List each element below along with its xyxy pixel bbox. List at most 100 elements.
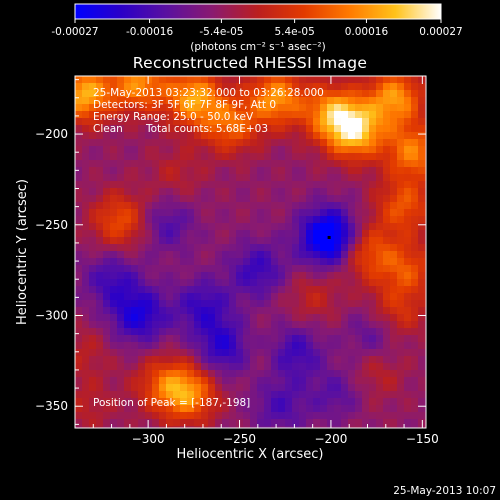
heatmap-cell	[194, 251, 202, 259]
heatmap-cell	[320, 321, 328, 329]
heatmap-cell	[285, 286, 293, 294]
heatmap-cell	[278, 384, 286, 392]
heatmap-cell	[145, 405, 153, 413]
heatmap-cell	[103, 188, 111, 196]
heatmap-cell	[103, 111, 111, 119]
heatmap-cell	[75, 181, 83, 189]
heatmap-cell	[201, 230, 209, 238]
heatmap-cell	[194, 167, 202, 175]
heatmap-cell	[229, 146, 237, 154]
heatmap-cell	[82, 146, 90, 154]
heatmap-cell	[250, 90, 258, 98]
heatmap-cell	[215, 132, 223, 140]
heatmap-cell	[278, 237, 286, 245]
heatmap-cell	[369, 342, 377, 350]
heatmap-cell	[180, 426, 188, 428]
heatmap-cell	[96, 426, 104, 428]
heatmap-cell	[173, 237, 181, 245]
heatmap-cell	[341, 307, 349, 315]
heatmap-cell	[96, 328, 104, 336]
heatmap-cell	[96, 104, 104, 112]
heatmap-cell	[201, 328, 209, 336]
heatmap-cell	[264, 223, 272, 231]
heatmap-cell	[250, 391, 258, 399]
heatmap-cell	[166, 405, 174, 413]
heatmap-cell	[306, 139, 314, 147]
heatmap-cell	[103, 258, 111, 266]
heatmap-cell	[89, 209, 97, 217]
heatmap-cell	[75, 251, 83, 259]
heatmap-cell	[201, 111, 209, 119]
heatmap-cell	[264, 398, 272, 406]
heatmap-cell	[348, 160, 356, 168]
heatmap-cell	[96, 146, 104, 154]
heatmap-cell	[166, 188, 174, 196]
heatmap-cell	[222, 377, 230, 385]
heatmap-cell	[383, 195, 391, 203]
heatmap-cell	[166, 279, 174, 287]
heatmap-cell	[334, 181, 342, 189]
heatmap-cell	[383, 328, 391, 336]
heatmap-cell	[383, 244, 391, 252]
heatmap-cell	[362, 426, 370, 428]
heatmap-cell	[320, 230, 328, 238]
heatmap-cell	[194, 293, 202, 301]
heatmap-cell	[215, 286, 223, 294]
heatmap-cell	[131, 405, 139, 413]
heatmap-cell	[159, 419, 167, 427]
heatmap-cell	[250, 251, 258, 259]
heatmap-cell	[145, 384, 153, 392]
heatmap-cell	[159, 125, 167, 133]
heatmap-cell	[187, 363, 195, 371]
heatmap-cell	[75, 237, 83, 245]
heatmap-cell	[110, 139, 118, 147]
heatmap-cell	[397, 181, 405, 189]
heatmap-cell	[117, 223, 125, 231]
heatmap-cell	[278, 293, 286, 301]
heatmap-cell	[229, 377, 237, 385]
heatmap-cell	[124, 237, 132, 245]
heatmap-cell	[215, 160, 223, 168]
heatmap-cell	[411, 349, 419, 357]
heatmap-cell	[103, 132, 111, 140]
heatmap-cell	[411, 328, 419, 336]
heatmap-cell	[194, 139, 202, 147]
heatmap-cell	[166, 314, 174, 322]
heatmap-cell	[124, 363, 132, 371]
heatmap-cell	[341, 265, 349, 273]
heatmap-cell	[110, 153, 118, 161]
heatmap-cell	[103, 237, 111, 245]
heatmap-cell	[285, 265, 293, 273]
heatmap-cell	[159, 384, 167, 392]
heatmap-cell	[138, 426, 146, 428]
heatmap-cell	[404, 391, 412, 399]
heatmap-cell	[124, 279, 132, 287]
heatmap-cell	[355, 230, 363, 238]
heatmap-cell	[201, 160, 209, 168]
heatmap-cell	[159, 83, 167, 91]
heatmap-cell	[404, 195, 412, 203]
heatmap-cell	[292, 83, 300, 91]
heatmap-cell	[103, 90, 111, 98]
heatmap-cell	[348, 125, 356, 133]
heatmap-cell	[89, 377, 97, 385]
heatmap-cell	[110, 97, 118, 105]
heatmap-cell	[117, 83, 125, 91]
heatmap-cell	[299, 125, 307, 133]
heatmap-cell	[334, 314, 342, 322]
heatmap-cell	[299, 342, 307, 350]
heatmap-cell	[264, 216, 272, 224]
heatmap-cell	[96, 405, 104, 413]
heatmap-cell	[159, 370, 167, 378]
heatmap-cell	[334, 195, 342, 203]
heatmap-cell	[201, 139, 209, 147]
y-axis: −350−300−250−200	[35, 79, 426, 425]
heatmap-cell	[369, 328, 377, 336]
heatmap-cell	[173, 160, 181, 168]
heatmap-cell	[348, 412, 356, 420]
heatmap-cell	[348, 419, 356, 427]
heatmap-cell	[341, 363, 349, 371]
heatmap-cell	[194, 125, 202, 133]
heatmap-cell	[236, 97, 244, 105]
heatmap-cell	[320, 209, 328, 217]
